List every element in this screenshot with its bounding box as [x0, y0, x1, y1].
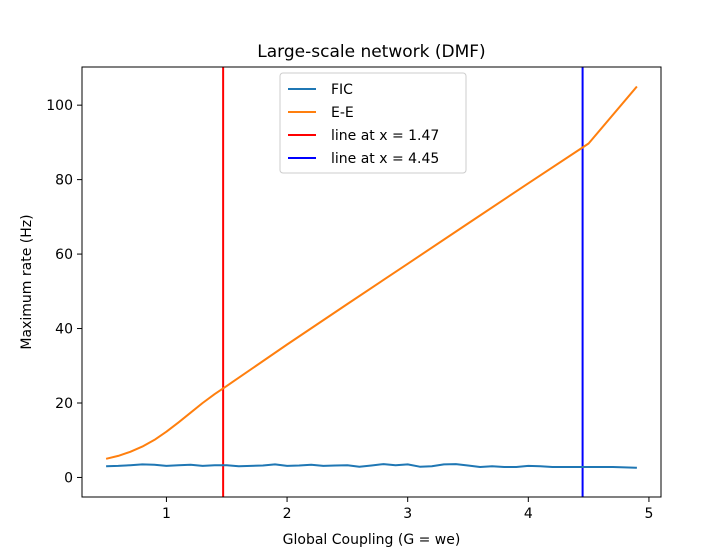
- x-tick-label: 5: [644, 506, 653, 522]
- axes-frame: [81, 66, 662, 498]
- y-tick-label: 20: [55, 396, 73, 412]
- x-tick-label: 3: [403, 506, 412, 522]
- legend-label: FIC: [331, 82, 353, 98]
- chart-title: Large-scale network (DMF): [257, 42, 485, 62]
- legend: FIC E-E line at x = 1.47 line at x = 4.45: [279, 72, 467, 174]
- x-axis-label: Global Coupling (G = we): [283, 532, 461, 548]
- series-line-e-e: [105, 85, 638, 460]
- legend-label: E-E: [331, 105, 354, 121]
- x-tick-label: 1: [162, 506, 171, 522]
- y-axis-ticks: 0 20 40 60 80 100: [46, 98, 82, 486]
- y-axis-label: Maximum rate (Hz): [19, 214, 35, 349]
- vertical-lines: [222, 67, 584, 497]
- series-lines: [105, 85, 638, 469]
- x-tick-label: 4: [524, 506, 533, 522]
- y-tick-label: 80: [55, 173, 73, 189]
- x-axis-ticks: 1 2 3 4 5: [162, 497, 653, 522]
- legend-label: line at x = 4.45: [331, 151, 439, 167]
- y-tick-label: 0: [64, 470, 73, 486]
- legend-box: [279, 72, 467, 174]
- y-tick-label: 100: [46, 98, 73, 114]
- y-tick-label: 40: [55, 322, 73, 338]
- legend-label: line at x = 1.47: [331, 128, 439, 144]
- x-tick-label: 2: [283, 506, 292, 522]
- series-line-fic: [106, 463, 637, 469]
- y-tick-label: 60: [55, 247, 73, 263]
